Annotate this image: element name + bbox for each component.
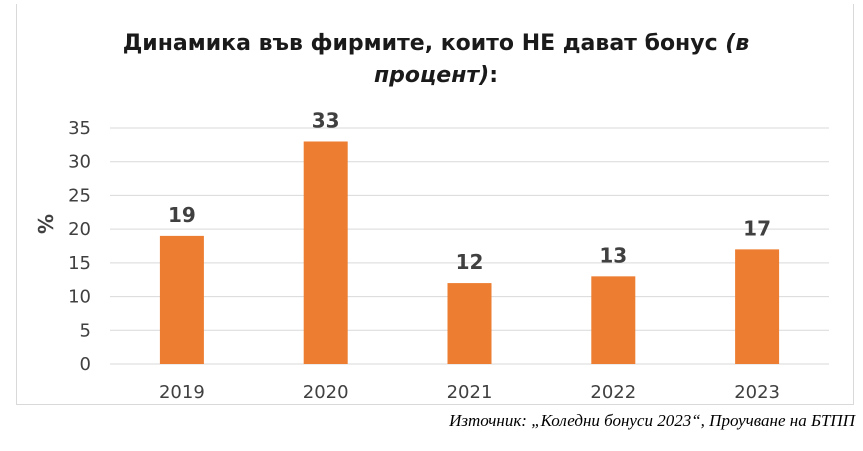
data-label-2023: 17 xyxy=(743,216,771,240)
chart-title-line1: Динамика във фирмите, които НЕ дават бон… xyxy=(123,31,750,56)
data-label-2020: 33 xyxy=(312,108,340,132)
y-axis-label: % xyxy=(34,214,58,234)
y-tick-label: 5 xyxy=(80,320,91,341)
chart-title-line1-main: Динамика във фирмите, които НЕ дават бон… xyxy=(123,31,726,56)
bar-2022 xyxy=(591,276,636,364)
y-tick-label: 25 xyxy=(68,185,91,206)
bar-chart: Динамика във фирмите, които НЕ дават бон… xyxy=(34,31,829,403)
bar-2021 xyxy=(447,283,492,364)
y-tick-label: 30 xyxy=(68,152,91,173)
y-tick-label: 15 xyxy=(68,253,91,274)
y-tick-label: 35 xyxy=(68,118,91,139)
y-tick-label: 20 xyxy=(68,219,91,240)
x-tick-label-2019: 2019 xyxy=(159,382,205,403)
chart-title-line2: процент): xyxy=(374,63,498,88)
x-tick-labels: 2019 2020 2021 2022 2023 xyxy=(159,382,780,403)
x-tick-label-2021: 2021 xyxy=(447,382,493,403)
x-tick-label-2020: 2020 xyxy=(303,382,349,403)
bar-2019 xyxy=(159,235,204,364)
source-note: Източник: „Коледни бонуси 2023“, Проучва… xyxy=(449,411,855,430)
chart-title-line2-tail: : xyxy=(489,63,498,88)
data-label-2021: 12 xyxy=(456,250,484,274)
data-label-2019: 19 xyxy=(168,203,196,227)
data-labels: 19 33 12 13 17 xyxy=(168,108,771,274)
x-tick-label-2022: 2022 xyxy=(590,382,636,403)
bar-2020 xyxy=(303,141,348,364)
chart-frame: Динамика във фирмите, които НЕ дават бон… xyxy=(16,4,854,405)
bars xyxy=(159,141,780,364)
y-tick-label: 0 xyxy=(80,354,91,375)
y-tick-label: 10 xyxy=(68,287,91,308)
x-tick-label-2023: 2023 xyxy=(734,382,780,403)
data-label-2022: 13 xyxy=(599,243,627,267)
bar-2023 xyxy=(735,249,780,364)
y-tick-labels: 0 5 10 15 20 25 30 35 xyxy=(68,118,91,375)
chart-title-line1-italic: (в xyxy=(725,31,749,56)
chart-title-line2-italic: процент) xyxy=(374,63,489,88)
